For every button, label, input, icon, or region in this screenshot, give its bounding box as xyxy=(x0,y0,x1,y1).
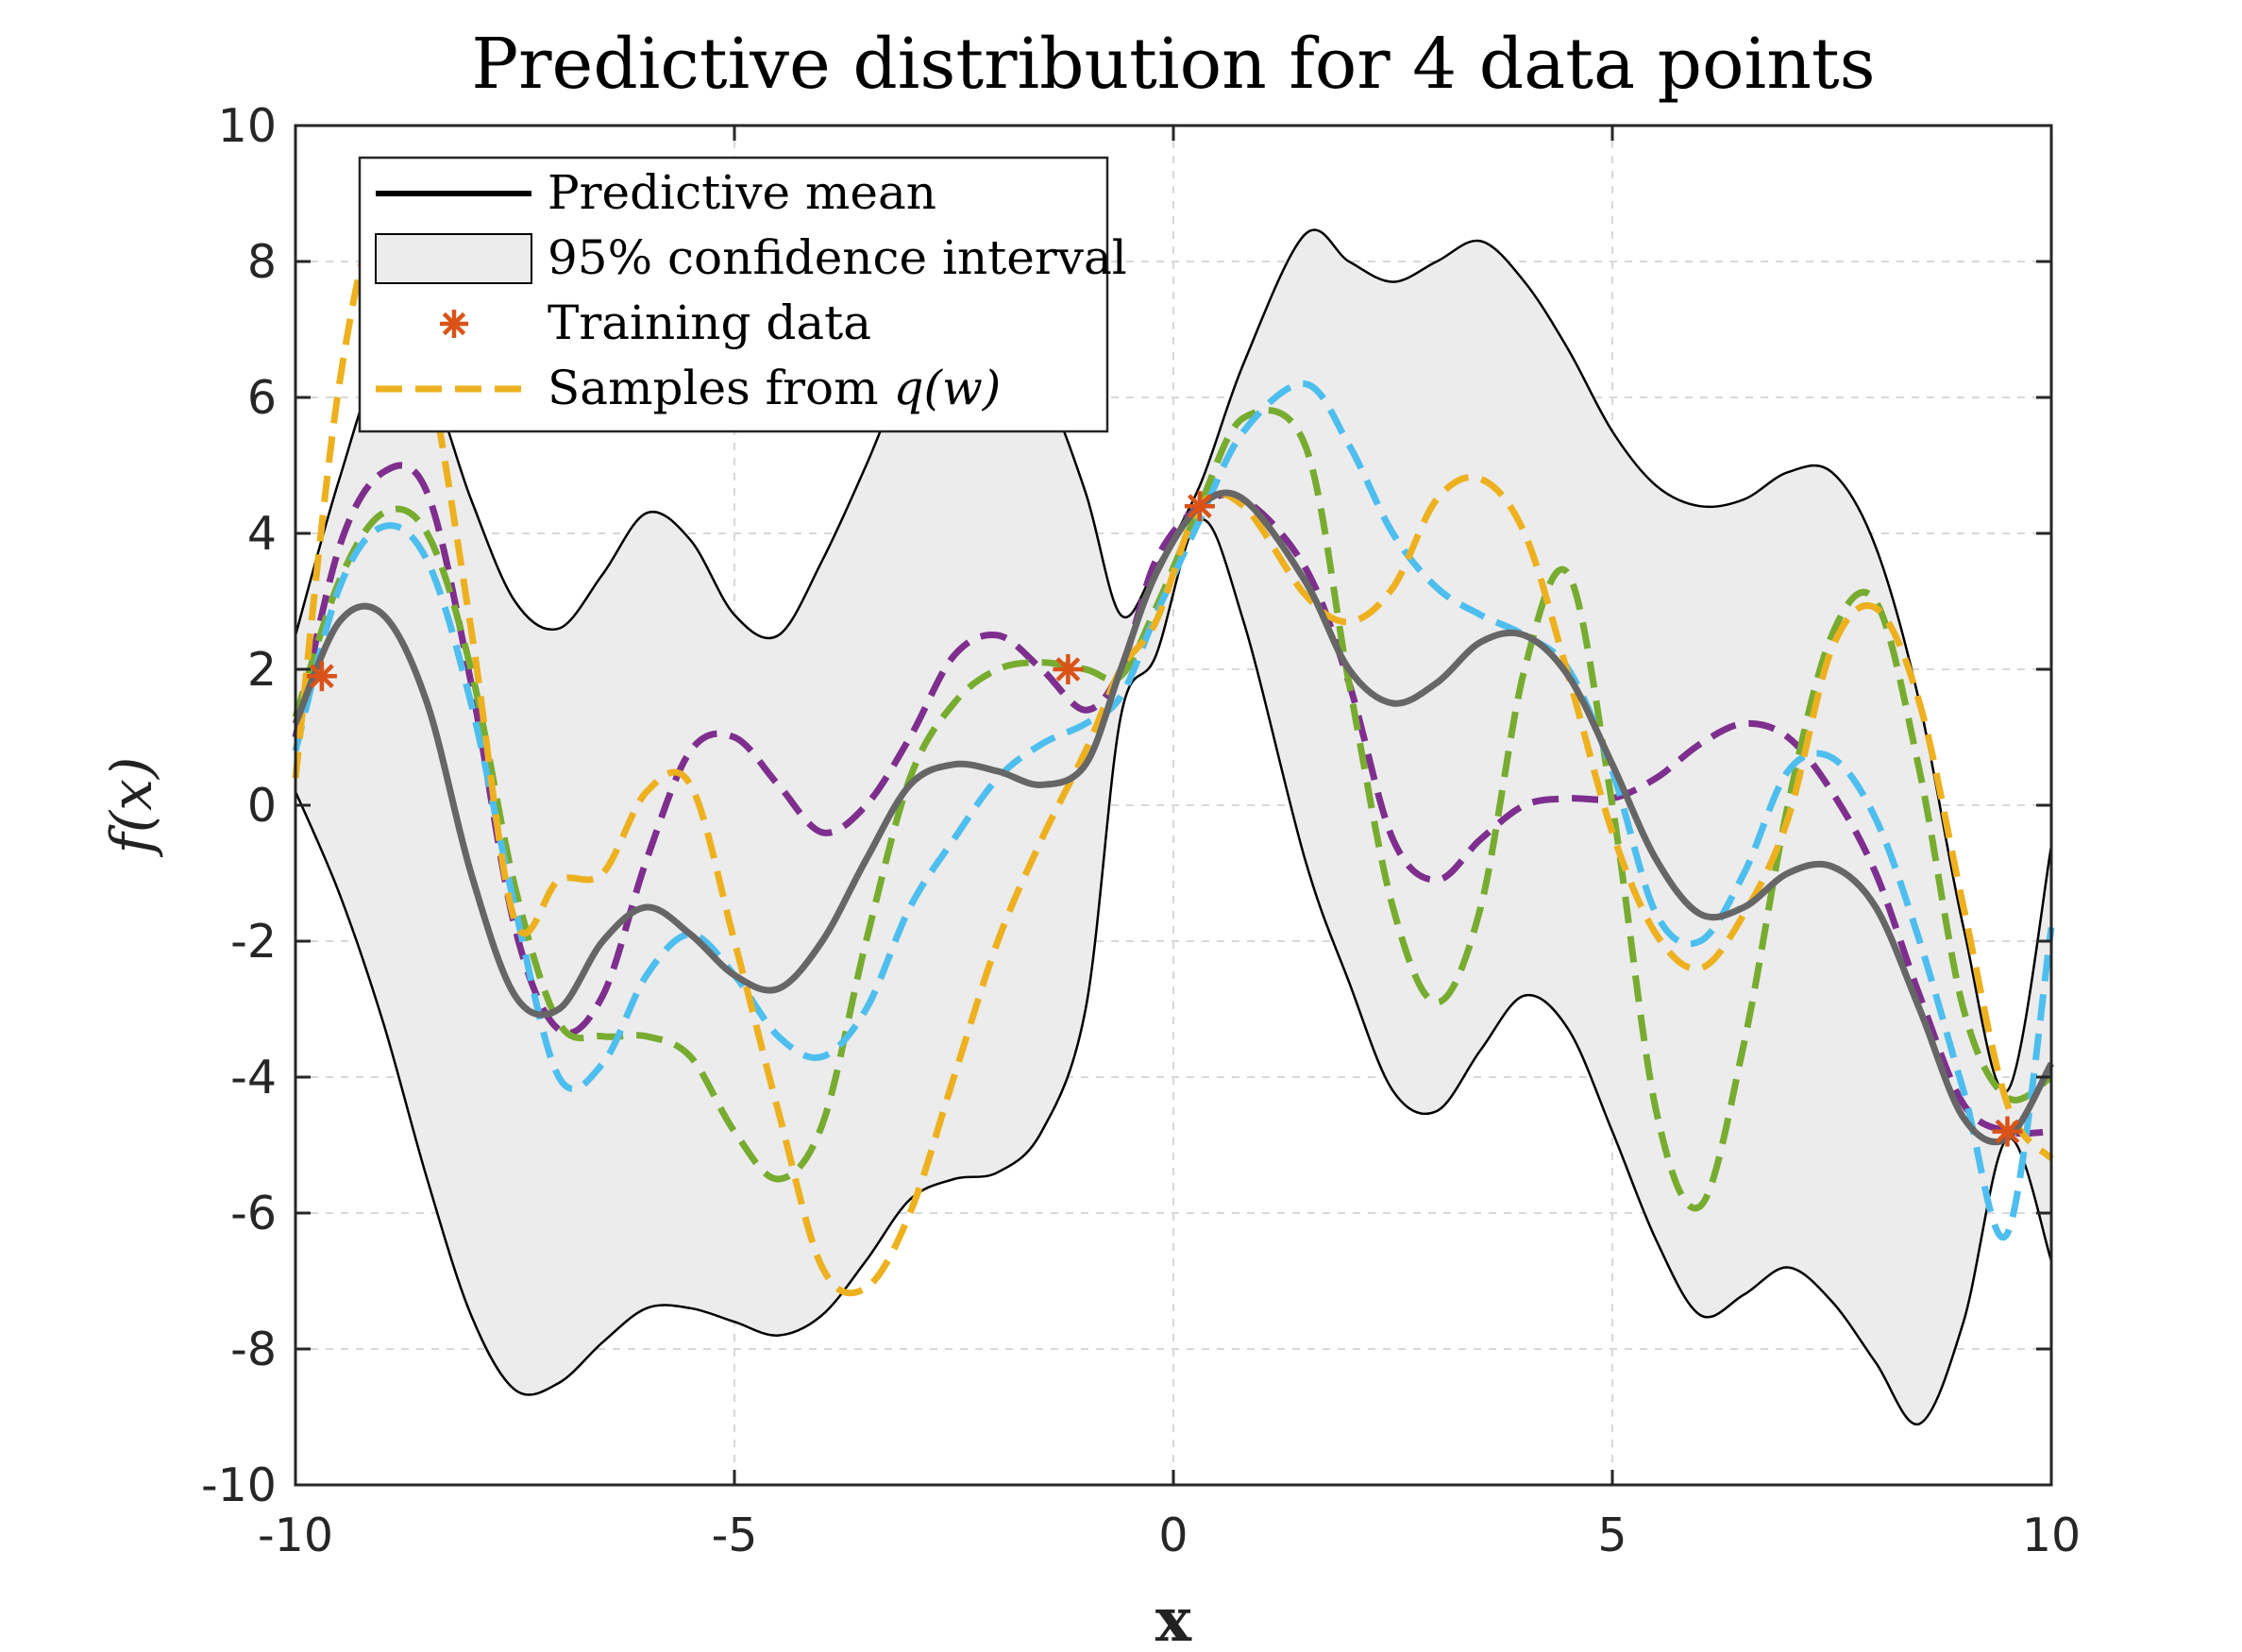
y-tick-label: -2 xyxy=(230,915,277,969)
y-tick-label: 4 xyxy=(247,507,277,561)
predictive-mean-line xyxy=(292,489,2055,1146)
legend-box xyxy=(358,156,1109,433)
x-tick-label: -5 xyxy=(712,1509,758,1562)
y-tick-label: -8 xyxy=(230,1323,277,1376)
y-axis-label: f(x) xyxy=(99,757,165,858)
training-point xyxy=(306,661,337,692)
legend-marker xyxy=(440,310,468,338)
legend-symbol xyxy=(440,310,468,338)
axis-ticks: -10 -5 0 5 10 -10 -8 -6 -4 -2 0 2 4 6 8 10 xyxy=(201,99,2081,1562)
legend-label-math: q(w) xyxy=(893,361,1001,415)
x-axis-label: x xyxy=(1155,1585,1192,1652)
training-point xyxy=(1053,654,1084,684)
y-tick-label: 0 xyxy=(247,779,277,833)
sample-line xyxy=(292,407,2053,1212)
legend-symbol xyxy=(375,233,532,284)
training-points xyxy=(306,491,2023,1147)
sample-line xyxy=(292,211,2054,1297)
y-tick-label: -6 xyxy=(230,1187,277,1240)
legend-label: Training data xyxy=(548,295,871,350)
legend-label: 95% confidence interval xyxy=(548,230,1127,285)
series-lines xyxy=(292,211,2055,1297)
x-tick-label: 10 xyxy=(2022,1509,2081,1562)
y-tick-label: -4 xyxy=(230,1051,277,1104)
plot-area: -10 -5 0 5 10 -10 -8 -6 -4 -2 0 2 4 6 8 10 xyxy=(201,99,2081,1562)
training-point xyxy=(1992,1116,2023,1147)
y-tick-label: 2 xyxy=(247,643,277,697)
y-tick-label: 8 xyxy=(247,235,277,289)
x-tick-label: 0 xyxy=(1158,1509,1188,1562)
legend-label: Predictive mean xyxy=(548,165,936,220)
y-tick-label: -10 xyxy=(201,1458,277,1512)
y-tick-label: 10 xyxy=(218,99,277,153)
y-tick-label: 6 xyxy=(247,371,277,425)
x-tick-label: 5 xyxy=(1597,1509,1627,1562)
confidence-lower-line xyxy=(294,518,2053,1425)
x-tick-label: -10 xyxy=(258,1509,333,1562)
sample-line xyxy=(292,380,2055,1240)
legend-label: Samples from q(w) xyxy=(548,361,1001,415)
training-point xyxy=(1184,491,1215,522)
legend: Predictive mean 95% confidence interval Tr… xyxy=(358,156,1127,433)
chart-title: Predictive distribution for 4 data point… xyxy=(471,24,1875,105)
